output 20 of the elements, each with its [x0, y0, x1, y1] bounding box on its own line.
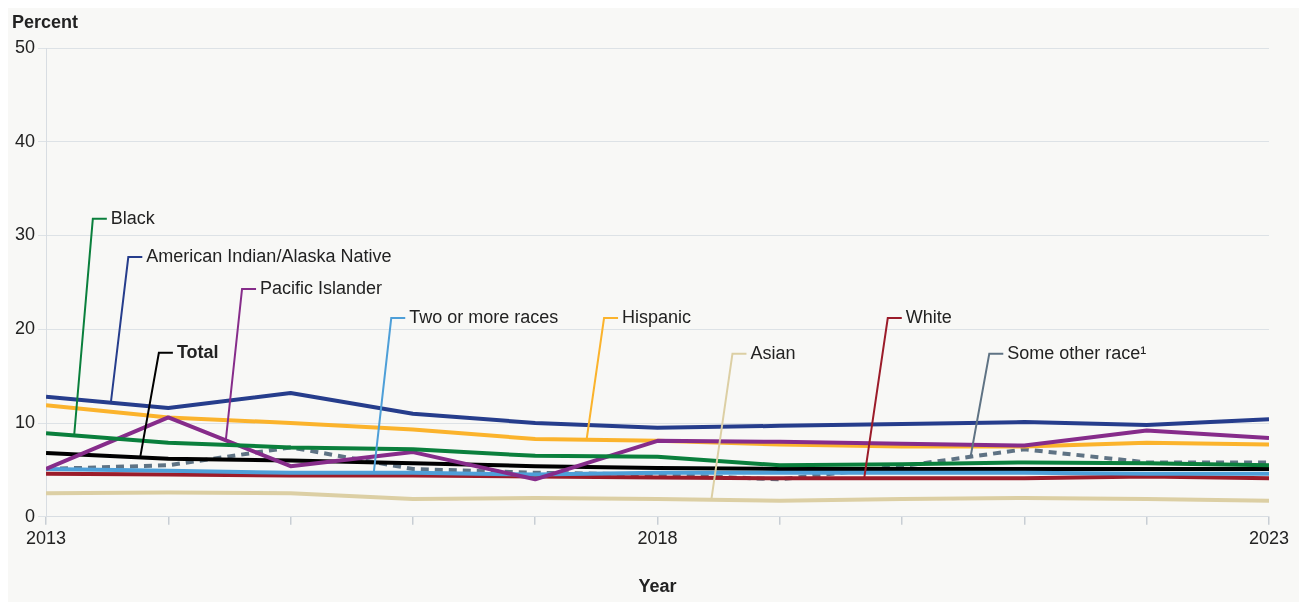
text: Two or more races: [409, 307, 559, 327]
x-tick-label: 2013: [26, 527, 67, 548]
text: American Indian/Alaska Native: [146, 246, 392, 267]
text: Pacific Islander: [260, 277, 383, 298]
y-tick-label: 40: [14, 130, 36, 151]
text: Some other race¹: [1007, 342, 1147, 363]
y-tick-label: 20: [14, 318, 36, 339]
text: Black: [110, 207, 156, 228]
y-axis-title: Percent: [12, 11, 79, 32]
text: Hispanic: [622, 307, 692, 327]
x-tick-label: 2018: [637, 527, 678, 548]
y-tick-label: 50: [14, 36, 36, 57]
x-tick-label: 2023: [1248, 527, 1290, 548]
text: White: [905, 307, 952, 327]
y-tick-label: 10: [14, 412, 36, 433]
text: Total: [176, 341, 219, 362]
y-tick-label: 30: [14, 224, 36, 245]
x-axis-title: Year: [638, 576, 677, 597]
text: Asian: [750, 342, 796, 363]
y-tick-label: 0: [25, 505, 36, 526]
